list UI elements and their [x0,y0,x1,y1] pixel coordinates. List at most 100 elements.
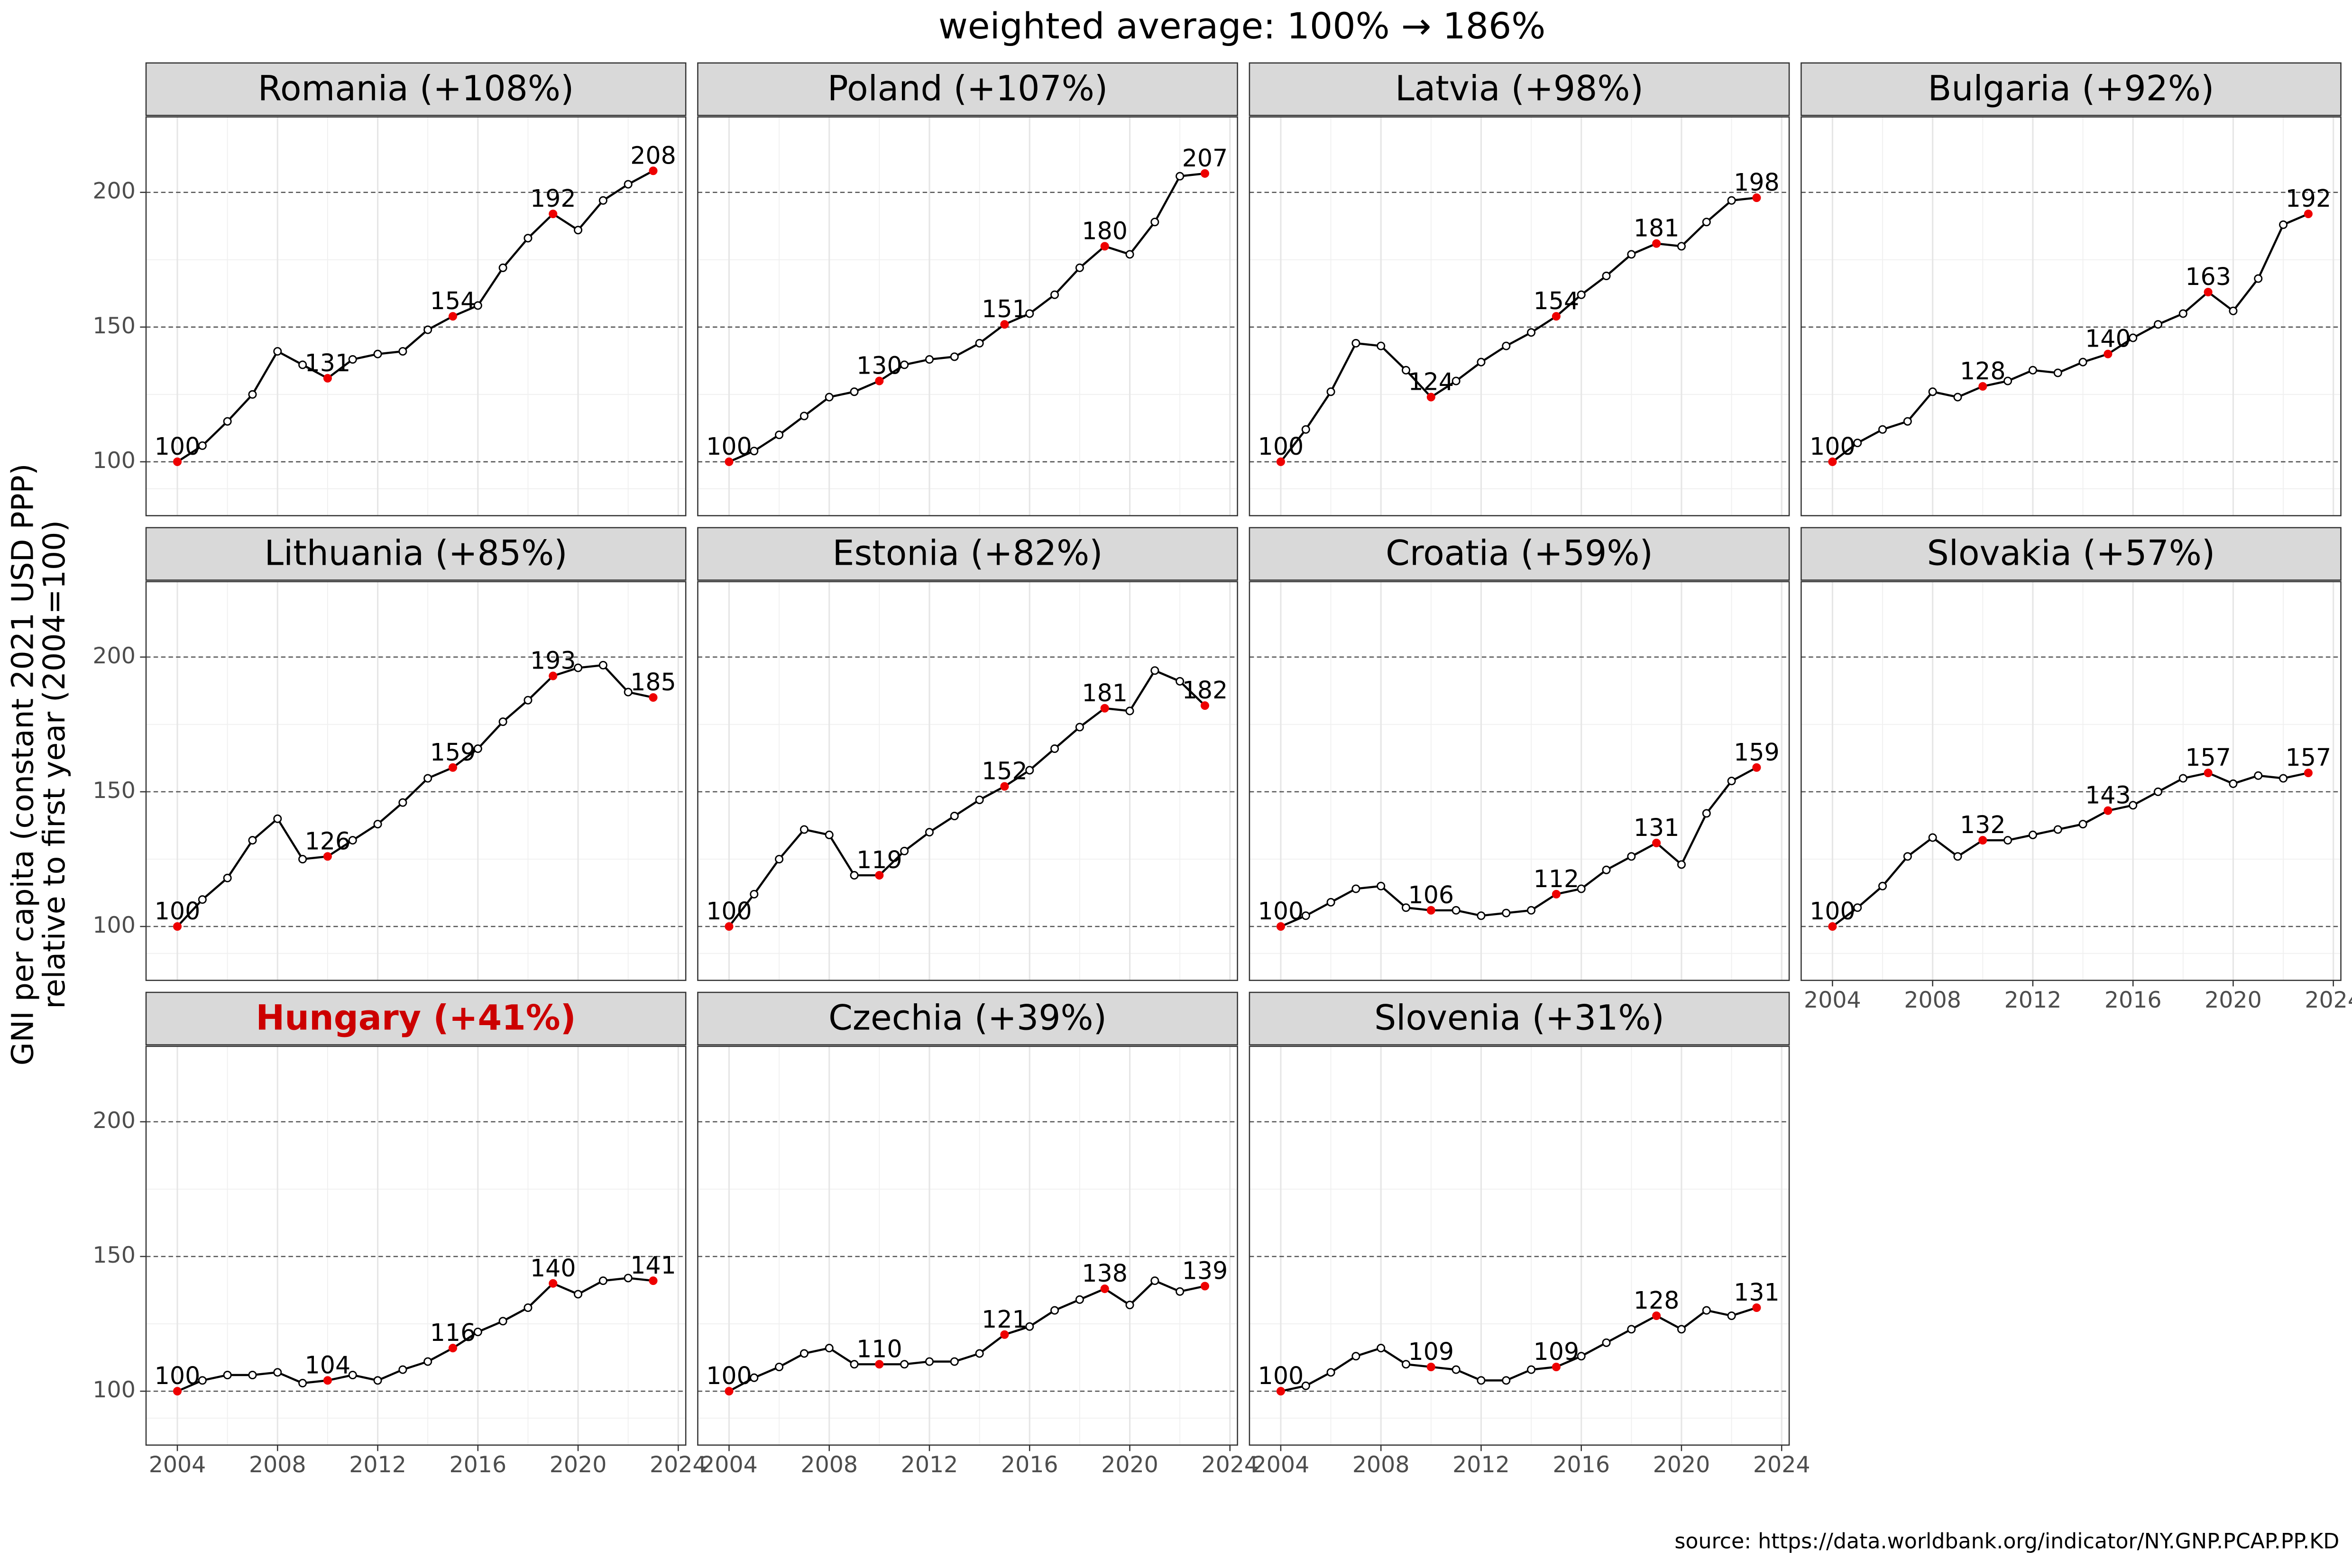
point [1853,903,1862,912]
point [574,663,583,672]
highlight-point [2204,287,2213,296]
data-label: 140 [530,1254,576,1282]
panel-title: Slovenia (+31%) [1374,998,1664,1038]
strip-background [697,62,1238,116]
strip-background [145,62,687,116]
highlight-point [173,1387,182,1396]
point [624,688,633,697]
point [1677,1325,1686,1334]
panel-border [1801,116,2342,516]
point [799,825,808,834]
y-tick-label: 100 [92,1377,135,1403]
x-tick-label: 2024 [650,1452,707,1478]
data-label: 198 [1734,168,1780,196]
data-label: 154 [430,287,476,315]
highlight-point [1652,1311,1661,1320]
panel-border [1249,581,1790,981]
point [2129,333,2138,342]
panel-title: Latvia (+98%) [1395,69,1644,109]
point [624,1274,633,1283]
point [198,1376,207,1385]
point [799,412,808,421]
point [1125,1301,1134,1310]
point [850,1360,859,1369]
data-label: 182 [1182,676,1228,704]
highlight-point [2204,769,2213,778]
point [298,854,307,863]
panel-title: Croatia (+59%) [1386,533,1653,573]
x-tick-label: 2016 [449,1452,506,1478]
point [524,1303,533,1312]
point [348,1371,357,1380]
series-line [1280,1306,1757,1393]
point [825,830,834,839]
point [298,1379,307,1388]
point [1702,218,1711,227]
point [1677,242,1686,251]
point [1577,290,1586,299]
point [2178,774,2187,783]
point [1502,341,1511,350]
point [925,1357,934,1366]
point [248,390,257,399]
point [2053,368,2062,377]
panel-title: Romania (+108%) [258,69,574,109]
y-tick-label: 200 [92,178,135,204]
point [1176,1287,1185,1296]
point [223,1371,232,1380]
point [850,387,859,396]
point [524,234,533,243]
series-line [1832,213,2309,463]
data-label: 141 [630,1251,676,1279]
point [2028,366,2037,375]
data-label: 124 [1408,368,1454,396]
highlight-point [549,210,558,219]
data-label: 154 [1534,287,1580,315]
panel-title: Poland (+107%) [827,69,1108,109]
point [1502,908,1511,917]
data-label: 100 [1258,1362,1304,1390]
x-tick-label: 2016 [1553,1452,1610,1478]
highlight-point [173,457,182,466]
panel-background [698,117,1238,516]
point [524,696,533,705]
point [473,744,482,753]
strip-background [1801,62,2342,116]
data-label: 132 [1960,811,2006,839]
data-label: 128 [1634,1286,1680,1314]
point [1025,766,1034,775]
point [1150,218,1159,227]
point [398,1365,407,1374]
highlight-point [1552,1362,1561,1371]
point [1627,852,1636,861]
point [2053,825,2062,834]
point [1527,328,1536,337]
point [1050,1306,1059,1315]
data-label: 128 [1960,357,2006,385]
point [1452,906,1461,915]
x-tick-label: 2008 [1904,987,1961,1013]
point [1953,393,1962,402]
x-tick-label: 2024 [1753,1452,1810,1478]
x-tick-label: 2024 [2305,987,2352,1013]
x-tick-label: 2016 [2104,987,2162,1013]
point [1928,833,1937,842]
data-label: 131 [1634,814,1680,842]
strip-background [697,991,1238,1045]
highlight-point [1752,763,1761,772]
point [1477,1376,1486,1385]
point [900,1360,909,1369]
highlight-point [323,852,332,861]
point [1326,387,1335,396]
point [850,871,859,880]
highlight-point [649,166,658,175]
highlight-point [1100,704,1109,713]
point [1953,852,1962,861]
data-label: 140 [2085,325,2131,353]
point [1602,1338,1611,1347]
highlight-point [1100,242,1109,251]
point [900,360,909,369]
panel-background [1249,581,1790,981]
point [750,447,759,456]
y-tick-label: 200 [92,643,135,669]
